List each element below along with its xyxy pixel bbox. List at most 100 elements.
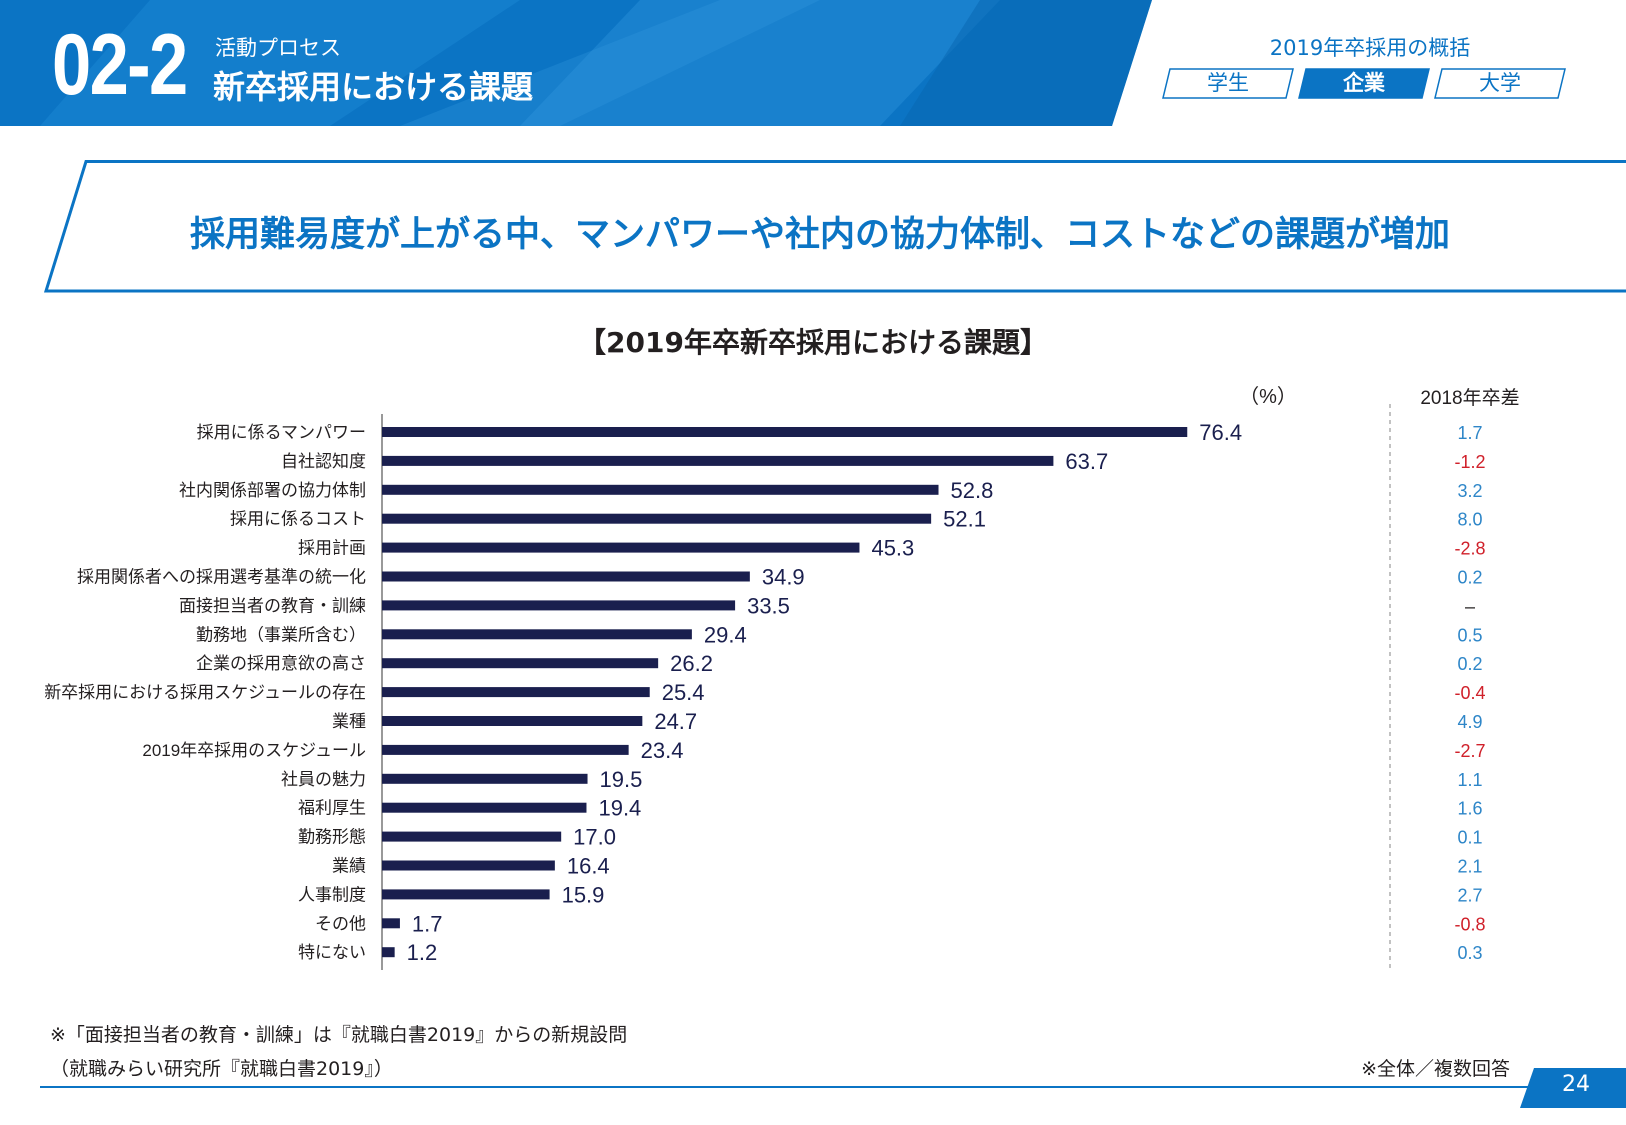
footnote: ※「面接担当者の教育・訓練」は『就職白書2019』からの新規設問: [50, 1024, 628, 1046]
diff-value: 0.2: [1457, 568, 1482, 588]
value-label: 29.4: [704, 622, 747, 647]
diff-header: 2018年卒差: [1420, 387, 1519, 409]
value-label: 15.9: [562, 882, 605, 907]
diff-value: 0.2: [1457, 654, 1482, 674]
bar: [382, 802, 587, 813]
diff-value: 0.1: [1457, 828, 1482, 848]
bar: [382, 889, 550, 900]
value-label: 25.4: [662, 680, 705, 705]
category-label: 面接担当者の教育・訓練: [179, 596, 366, 615]
value-label: 16.4: [567, 854, 610, 879]
bar: [382, 687, 650, 698]
diff-value: 0.5: [1457, 625, 1482, 645]
headline-box: [44, 160, 1626, 294]
category-label: 採用に係るマンパワー: [197, 423, 366, 442]
value-label: 33.5: [747, 593, 790, 618]
diff-value: 0.3: [1457, 943, 1482, 963]
bar: [382, 947, 395, 958]
header-background: [0, 0, 1152, 126]
diff-value: 2.7: [1457, 885, 1482, 905]
value-label: 19.5: [600, 767, 643, 792]
category-label: 特にない: [298, 943, 366, 962]
diff-value: 1.1: [1457, 770, 1482, 790]
value-label: 19.4: [598, 796, 641, 821]
value-label: 1.2: [407, 940, 438, 965]
category-label: 企業の採用意欲の高さ: [196, 654, 366, 673]
bar: [382, 484, 939, 495]
diff-value: 1.6: [1457, 799, 1482, 819]
value-label: 76.4: [1199, 420, 1242, 445]
value-label: 17.0: [573, 825, 616, 850]
diff-value: -0.4: [1454, 683, 1485, 703]
page-tab: [1520, 1068, 1626, 1108]
headline: 採用難易度が上がる中、マンパワーや社内の協力体制、コストなどの課題が増加: [189, 215, 1450, 255]
category-label: 社員の魅力: [281, 770, 366, 789]
category-label: 業種: [332, 712, 366, 731]
bar: [382, 455, 1054, 466]
section-subtitle: 活動プロセス: [215, 36, 341, 60]
diff-value: 1.7: [1457, 423, 1482, 443]
diff-value: -1.2: [1454, 452, 1485, 472]
diff-value: 2.1: [1457, 857, 1482, 877]
section-title: 新卒採用における課題: [213, 68, 534, 106]
category-label: 社内関係部署の協力体制: [179, 481, 366, 500]
diff-value: -2.8: [1454, 539, 1485, 559]
category-label: 採用に係るコスト: [230, 510, 366, 529]
tab-student-label: 学生: [1207, 71, 1249, 95]
value-label: 34.9: [762, 565, 805, 590]
category-label: 業績: [332, 857, 366, 876]
diff-value: -0.8: [1454, 914, 1485, 934]
chart-title: 【2019年卒新卒採用における課題】: [578, 326, 1048, 359]
diff-value: 3.2: [1457, 481, 1482, 501]
category-label: 新卒採用における採用スケジュールの存在: [44, 683, 366, 702]
bar: [382, 744, 629, 755]
source-note: （就職みらい研究所『就職白書2019』）: [50, 1058, 393, 1080]
category-label: 採用関係者への採用選考基準の統一化: [77, 568, 366, 587]
footer-line: [40, 1086, 1626, 1088]
category-label: 採用計画: [298, 539, 366, 558]
tab-university-label: 大学: [1479, 71, 1521, 95]
tab-university[interactable]: 大学: [1434, 68, 1566, 99]
respondents-note: ※全体／複数回答: [1361, 1058, 1510, 1080]
value-label: 1.7: [412, 911, 443, 936]
bar: [382, 427, 1188, 437]
value-label: 23.4: [641, 738, 684, 763]
bar: [382, 629, 692, 640]
overview-title: 2019年卒採用の概括: [1269, 36, 1471, 60]
category-label: 自社認知度: [281, 452, 366, 471]
category-label: 福利厚生: [298, 799, 366, 818]
value-label: 52.1: [943, 507, 986, 532]
bar: [382, 542, 860, 553]
section-number: 02-2: [52, 17, 188, 113]
value-label: 45.3: [871, 536, 914, 561]
category-label: 勤務地（事業所含む）: [196, 625, 366, 644]
value-label: 26.2: [670, 651, 713, 676]
value-label: 63.7: [1065, 449, 1108, 474]
tab-company[interactable]: 企業: [1298, 68, 1430, 99]
page-number: 24: [1562, 1072, 1590, 1097]
diff-value: –: [1465, 596, 1475, 616]
value-label: 24.7: [654, 709, 697, 734]
category-label: その他: [315, 914, 366, 933]
bar: [382, 831, 562, 842]
unit-label: （%）: [1239, 385, 1297, 408]
category-label: 勤務形態: [298, 828, 366, 847]
diff-value: 4.9: [1457, 712, 1482, 732]
bar: [382, 860, 555, 871]
category-label: 2019年卒採用のスケジュール: [142, 741, 366, 760]
bar: [382, 571, 750, 582]
bar: [382, 513, 932, 524]
bar: [382, 918, 400, 929]
tab-student[interactable]: 学生: [1162, 68, 1294, 99]
header-band: [0, 0, 1626, 128]
category-label: 人事制度: [298, 885, 366, 904]
bar: [382, 600, 736, 611]
diff-value: 8.0: [1457, 510, 1482, 530]
bar: [382, 658, 659, 669]
diff-value: -2.7: [1454, 741, 1485, 761]
bar: [382, 716, 643, 726]
bar: [382, 773, 588, 784]
value-label: 52.8: [951, 478, 994, 503]
tab-company-label: 企業: [1343, 71, 1385, 95]
